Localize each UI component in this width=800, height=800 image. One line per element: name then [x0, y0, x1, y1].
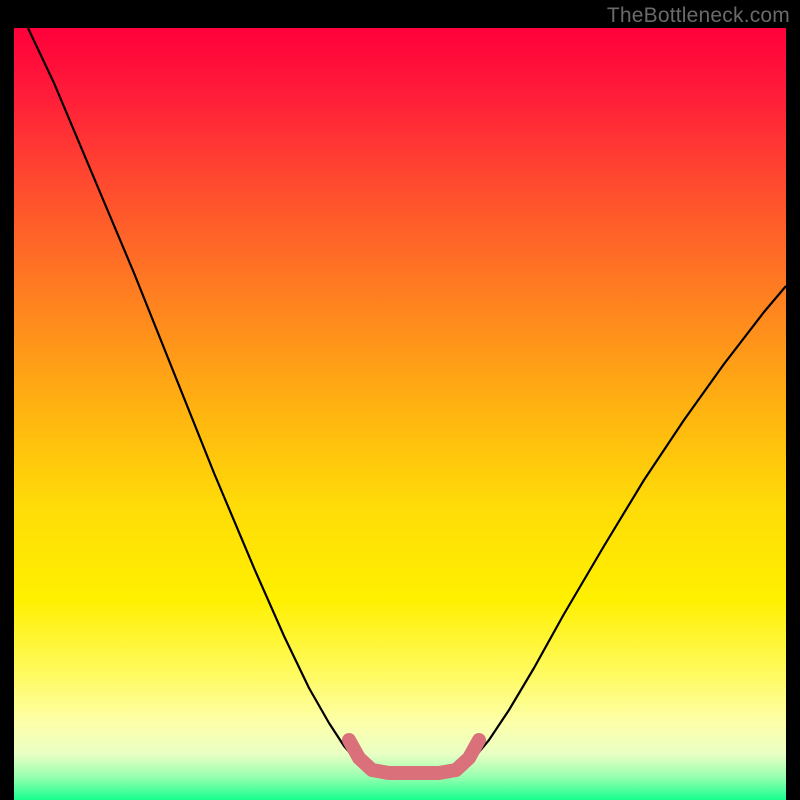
bottleneck-chart: [14, 28, 786, 800]
gradient-background: [14, 28, 786, 800]
watermark-text: TheBottleneck.com: [607, 4, 790, 28]
chart-canvas: [14, 28, 786, 800]
